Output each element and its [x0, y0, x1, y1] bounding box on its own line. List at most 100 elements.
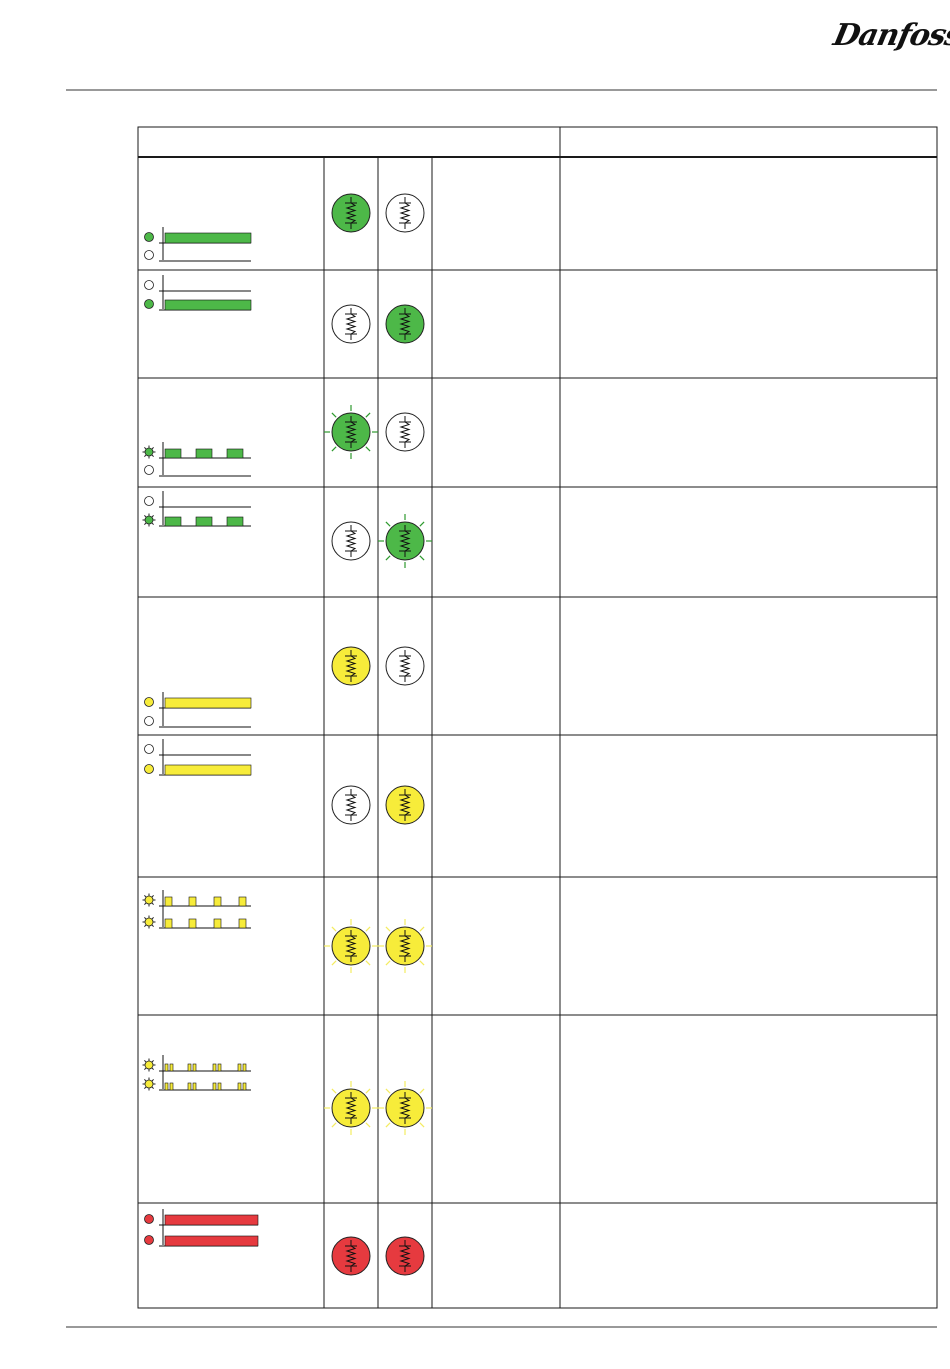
signal-pulse	[164, 1082, 169, 1091]
glow-ray-icon	[385, 960, 391, 966]
led-circle	[385, 521, 425, 561]
led-ray	[144, 1086, 147, 1089]
row-border	[137, 596, 938, 736]
row-border	[137, 269, 938, 379]
led-ray	[144, 447, 147, 450]
resistor-led-icon	[385, 412, 425, 452]
led-ray	[144, 895, 147, 898]
led-circle	[331, 193, 371, 233]
led-ray	[151, 515, 154, 518]
resistor-zigzag	[345, 421, 357, 443]
signal-pulse	[213, 896, 222, 907]
glow-ray-icon	[385, 926, 391, 932]
led-circle	[331, 646, 371, 686]
led-ray	[151, 1067, 154, 1070]
led-dot	[144, 280, 154, 290]
resistor-led-icon	[331, 1236, 371, 1276]
glow-ray-icon	[365, 1088, 371, 1094]
led-dot	[144, 299, 154, 309]
resistor-led-icon	[331, 785, 371, 825]
led-timing-diagram	[142, 491, 251, 527]
led-dot	[144, 250, 154, 260]
led-dot	[144, 1235, 154, 1245]
led-dot	[144, 764, 154, 774]
led-circle	[385, 412, 425, 452]
signal-pulse	[212, 1063, 217, 1072]
led-ray	[144, 515, 147, 518]
signal-pulse	[164, 896, 173, 907]
led-ray	[144, 917, 147, 920]
led-ray	[151, 447, 154, 450]
led-timing-diagram	[144, 275, 252, 311]
glow-ray-icon	[331, 1122, 337, 1128]
led-dot	[144, 447, 154, 457]
led-dot	[144, 232, 154, 242]
resistor-zigzag	[399, 655, 411, 677]
glow-ray-icon	[331, 960, 337, 966]
led-circle	[385, 926, 425, 966]
resistor-zigzag	[399, 202, 411, 224]
glow-ray-icon	[385, 521, 391, 527]
glow-ray-icon	[385, 1122, 391, 1128]
led-dot	[144, 697, 154, 707]
glow-ray-icon	[365, 926, 371, 932]
led-circle	[385, 1236, 425, 1276]
glow-ray-icon	[385, 1088, 391, 1094]
signal-pulse	[212, 1082, 217, 1091]
glow-ray-icon	[365, 1122, 371, 1128]
resistor-led-icon	[385, 785, 425, 825]
led-timing-diagram	[144, 692, 252, 728]
signal-pulse	[192, 1063, 197, 1072]
signal-pulse	[238, 896, 247, 907]
led-dot	[144, 895, 154, 905]
led-timing-diagram	[142, 1055, 251, 1091]
led-timing-diagram	[144, 1209, 259, 1247]
table-row	[137, 734, 938, 878]
signal-pulse	[217, 1082, 222, 1091]
signal-pulse	[188, 896, 197, 907]
glow-ray-icon	[385, 555, 391, 561]
resistor-led-icon	[378, 1081, 432, 1135]
resistor-zigzag	[345, 313, 357, 335]
resistor-led-icon	[324, 1081, 378, 1135]
resistor-zigzag	[399, 421, 411, 443]
resistor-zigzag	[345, 530, 357, 552]
resistor-zigzag	[399, 1245, 411, 1267]
signal-pulse	[195, 516, 213, 527]
row-border	[137, 734, 938, 878]
signal-pulse	[164, 516, 182, 527]
signal-on-bar	[164, 299, 252, 311]
led-ray	[151, 454, 154, 457]
resistor-zigzag	[345, 794, 357, 816]
led-ray	[144, 454, 147, 457]
led-dot	[144, 1060, 154, 1070]
row-border	[137, 1202, 938, 1309]
resistor-zigzag	[345, 1245, 357, 1267]
led-timing-diagram	[142, 890, 251, 929]
resistor-zigzag	[345, 1097, 357, 1119]
signal-pulse	[237, 1082, 242, 1091]
glow-ray-icon	[419, 1088, 425, 1094]
row-border	[137, 486, 938, 598]
led-circle	[331, 1088, 371, 1128]
signal-pulse	[213, 918, 222, 929]
glow-ray-icon	[419, 960, 425, 966]
table-header	[137, 126, 938, 158]
table-row	[137, 1014, 938, 1204]
row-border	[137, 876, 938, 1016]
resistor-led-icon	[331, 193, 371, 233]
led-circle	[385, 304, 425, 344]
glow-ray-icon	[331, 1088, 337, 1094]
glow-ray-icon	[365, 412, 371, 418]
glow-ray-icon	[419, 555, 425, 561]
led-circle	[331, 1236, 371, 1276]
signal-pulse	[226, 448, 244, 459]
signal-pulse	[237, 1063, 242, 1072]
signal-pulse	[187, 1082, 192, 1091]
glow-ray-icon	[419, 521, 425, 527]
resistor-led-icon	[331, 521, 371, 561]
signal-pulse	[242, 1063, 247, 1072]
led-circle	[331, 412, 371, 452]
signal-pulse	[169, 1063, 174, 1072]
